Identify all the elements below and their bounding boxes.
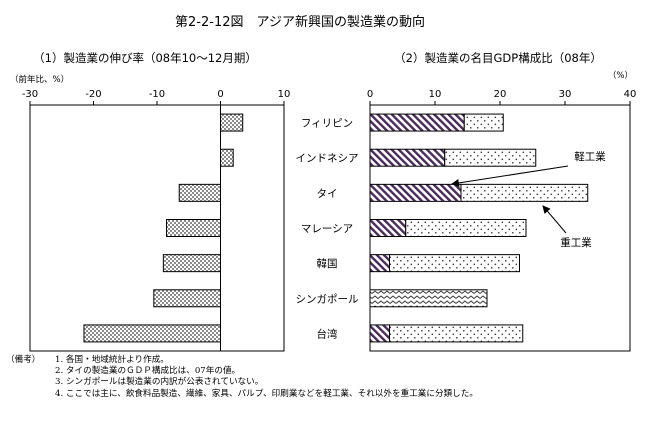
- panel2-bar-1-series-2: [463, 113, 504, 132]
- panel2-title: （2）製造業の名目GDP構成比（08年）: [394, 51, 602, 65]
- panel2-bar-7-series-1: [369, 324, 390, 343]
- annotation-light-industry-arrow: [451, 165, 569, 187]
- panel2-bar-2-series-2: [444, 148, 537, 167]
- panel1-bar-3: [178, 183, 222, 202]
- annotation-heavy-industry: 重工業: [560, 236, 592, 249]
- panel1-x-tick-label: 10: [278, 89, 291, 100]
- panel1-x-tick-label: 0: [217, 89, 223, 100]
- note-1: 1. 各国・地域統計より作成。: [55, 355, 169, 365]
- panel2-bar-4-series-1: [369, 219, 407, 237]
- panel2-x-tick-label: 40: [624, 89, 637, 100]
- panel1-bars: [83, 113, 244, 343]
- panel-gdp-share: （2）製造業の名目GDP構成比（08年） （%） 0 10 20 30 40 軽工業 重…: [367, 51, 637, 352]
- panel2-x-tick-label: 10: [429, 89, 442, 100]
- panel1-x-axis: -30 -20 -10 0 10: [22, 89, 291, 105]
- category-label-4: マレーシア: [301, 223, 353, 235]
- notes-section: （備考） 1. 各国・地域統計より作成。 2. タイの製造業のＧＤＰ構成比は、07…: [6, 355, 656, 400]
- panel1-bar-6: [153, 289, 221, 308]
- note-2: 2. タイの製造業のＧＤＰ構成比は、07年の値。: [55, 366, 241, 377]
- panel2-bar-5-series-2: [389, 254, 520, 273]
- panel2-bar-1-series-1: [369, 113, 465, 132]
- category-label-5: 韓国: [317, 258, 338, 270]
- panel1-bar-5: [162, 254, 222, 273]
- panel2-bar-2-series-1: [369, 148, 446, 167]
- panel1-bar-4: [166, 219, 221, 237]
- panel2-unit-label: （%）: [608, 70, 633, 81]
- panel1-unit-label: （前年比、%）: [10, 74, 69, 85]
- panel2-x-tick-label: 30: [559, 89, 572, 100]
- category-label-6: シンガポール: [296, 293, 359, 305]
- panel2-bar-4-series-2: [405, 219, 527, 237]
- panel2-x-tick-label: 20: [494, 89, 507, 100]
- panel1-bar-7: [83, 324, 221, 343]
- page-title: 第2-2-12図 アジア新興国の製造業の動向: [175, 14, 425, 30]
- panel1-x-tick-label: -30: [22, 89, 38, 100]
- panel1-title: （1）製造業の伸び率（08年10～12月期）: [33, 51, 257, 65]
- panel2-bar-6-series-3: [369, 289, 488, 308]
- panel2-bar-3-series-1: [369, 183, 462, 202]
- panel1-bar-2: [220, 148, 234, 167]
- notes-lead: （備考）: [6, 355, 41, 365]
- panel1-bar-1: [220, 113, 244, 132]
- panel2-x-axis: 0 10 20 30 40: [367, 89, 637, 105]
- panel2-bars: [369, 113, 589, 343]
- panel1-x-tick-label: -10: [149, 89, 165, 100]
- panel2-bar-7-series-2: [389, 324, 524, 343]
- panel1-x-tick-label: -20: [85, 89, 101, 100]
- panel2-bar-3-series-2: [460, 183, 589, 202]
- note-4: 4. ここでは主に、飲食料品製造、繊維、家具、パルプ、印刷業などを軽工業、それ以…: [55, 388, 478, 399]
- category-label-3: タイ: [317, 188, 338, 200]
- panel1-plot-frame: [29, 104, 285, 352]
- category-label-7: 台湾: [317, 327, 338, 340]
- note-3: 3. シンガポールは製造業の内訳が公表されていない。: [55, 377, 264, 388]
- annotation-light-industry: 軽工業: [574, 150, 606, 163]
- category-label-2: インドネシア: [296, 153, 359, 165]
- annotation-heavy-industry-arrow: [542, 205, 567, 234]
- panel2-bar-5-series-1: [369, 254, 390, 273]
- category-label-1: フィリピン: [301, 118, 353, 130]
- panel2-x-tick-label: 0: [367, 89, 373, 100]
- panel-growth-rate: （1）製造業の伸び率（08年10～12月期） （前年比、%） -30 -20 -10…: [10, 51, 291, 352]
